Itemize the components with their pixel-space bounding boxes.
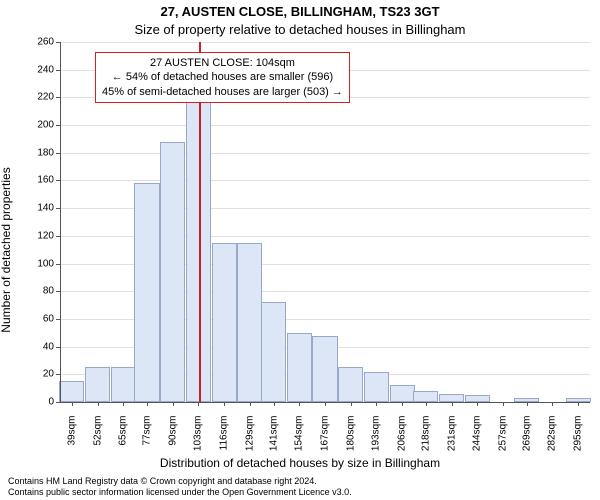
ytick-label: 260 [24,37,54,48]
histogram-bar [287,333,312,402]
histogram-bar [338,367,363,402]
histogram-bar [390,385,415,402]
histogram-bar [364,372,389,402]
annotation-line-2: ← 54% of detached houses are smaller (59… [102,70,343,84]
ytick-label: 160 [24,175,54,186]
annotation-box: 27 AUSTEN CLOSE: 104sqm← 54% of detached… [95,52,350,103]
xtick-mark [503,402,504,406]
histogram-bar [261,302,286,402]
xtick-mark [299,402,300,406]
gridline [60,125,590,126]
xtick-mark [325,402,326,406]
histogram-bar [134,183,159,402]
xtick-mark [477,402,478,406]
footer-line-1: Contains HM Land Registry data © Crown c… [8,476,352,487]
ytick-label: 120 [24,230,54,241]
xtick-mark [250,402,251,406]
histogram-bar [111,367,136,402]
xtick-mark [552,402,553,406]
ytick-label: 0 [24,397,54,408]
annotation-line-3: 45% of semi-detached houses are larger (… [102,85,343,99]
title-subtitle: Size of property relative to detached ho… [0,22,600,37]
xtick-mark [224,402,225,406]
gridline [60,153,590,154]
ytick-label: 220 [24,92,54,103]
xtick-mark [426,402,427,406]
xtick-mark [123,402,124,406]
histogram-bar [59,381,84,402]
x-axis-label: Distribution of detached houses by size … [0,456,600,470]
annotation-line-1: 27 AUSTEN CLOSE: 104sqm [102,56,343,70]
ytick-label: 40 [24,341,54,352]
ytick-label: 100 [24,258,54,269]
ytick-label: 80 [24,286,54,297]
histogram-bar [160,142,185,402]
title-address: 27, AUSTEN CLOSE, BILLINGHAM, TS23 3GT [0,4,600,19]
histogram-bar [212,243,237,402]
y-axis-line [60,42,61,402]
xtick-mark [147,402,148,406]
xtick-mark [578,402,579,406]
xtick-mark [274,402,275,406]
histogram-bar [237,243,262,402]
xtick-mark [198,402,199,406]
xtick-mark [72,402,73,406]
footer-attribution: Contains HM Land Registry data © Crown c… [8,476,352,498]
gridline [60,180,590,181]
ytick-label: 240 [24,64,54,75]
xtick-mark [376,402,377,406]
xtick-mark [98,402,99,406]
histogram-bar [312,336,337,402]
histogram-plot: 02040608010012014016018020022024026039sq… [60,42,590,402]
y-axis-label: Number of detached properties [0,167,13,332]
xtick-mark [173,402,174,406]
histogram-bar [85,367,110,402]
histogram-bar [465,395,490,402]
xtick-mark [527,402,528,406]
gridline [60,42,590,43]
ytick-label: 200 [24,120,54,131]
ytick-label: 140 [24,203,54,214]
xtick-mark [452,402,453,406]
ytick-label: 20 [24,369,54,380]
ytick-label: 180 [24,147,54,158]
xtick-mark [351,402,352,406]
histogram-bar [413,391,438,402]
xtick-mark [402,402,403,406]
histogram-bar [439,394,464,402]
footer-line-2: Contains public sector information licen… [8,487,352,498]
ytick-label: 60 [24,313,54,324]
